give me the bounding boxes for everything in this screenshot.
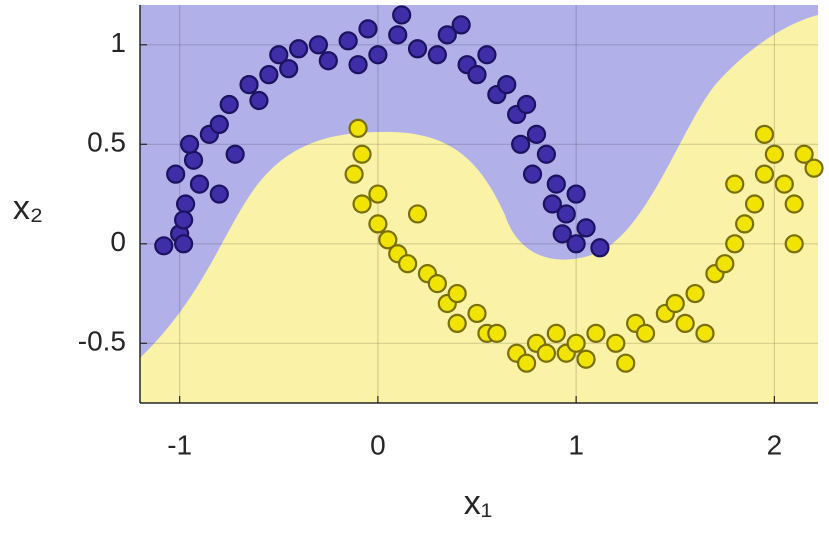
point: [576, 349, 596, 369]
point: [166, 164, 186, 184]
point: [685, 283, 705, 304]
point: [566, 184, 586, 204]
point: [522, 164, 543, 184]
x-tick-label: 0: [370, 429, 386, 460]
point: [451, 15, 471, 35]
point: [209, 184, 229, 204]
point: [606, 333, 626, 353]
point: [744, 194, 765, 214]
point: [635, 323, 656, 343]
point: [552, 224, 572, 244]
point: [566, 234, 586, 254]
point: [511, 134, 531, 154]
point: [437, 25, 457, 45]
point: [536, 343, 557, 363]
point: [536, 144, 557, 164]
x-tick-label: 2: [767, 429, 783, 460]
point: [764, 144, 784, 164]
point: [269, 45, 289, 65]
point: [183, 150, 204, 170]
point: [616, 353, 636, 373]
point: [695, 323, 715, 343]
point: [344, 164, 364, 184]
point: [174, 210, 194, 230]
point: [189, 174, 210, 194]
point: [784, 194, 804, 214]
point: [279, 59, 299, 79]
point: [288, 39, 309, 59]
point: [447, 283, 467, 304]
point: [338, 31, 358, 51]
point: [794, 144, 814, 164]
point: [665, 293, 685, 314]
point: [586, 323, 606, 343]
point: [308, 35, 329, 55]
point: [388, 25, 408, 45]
point: [715, 254, 735, 274]
point: [378, 230, 398, 250]
point: [725, 174, 745, 194]
point: [249, 90, 269, 111]
point: [576, 218, 596, 238]
point: [392, 5, 412, 25]
point: [516, 353, 537, 373]
point: [497, 74, 517, 95]
point: [526, 124, 547, 144]
point: [352, 194, 372, 214]
x-axis-label: x₁: [464, 484, 492, 522]
point: [398, 254, 418, 274]
point: [427, 45, 447, 65]
point: [175, 194, 196, 214]
point: [735, 214, 755, 234]
point: [590, 238, 610, 258]
point: [447, 313, 467, 333]
point: [239, 74, 259, 95]
point: [725, 234, 745, 254]
x-tick-label: -1: [167, 429, 192, 460]
point: [774, 174, 794, 194]
point: [407, 204, 428, 224]
y-axis-label: x₂: [13, 189, 43, 227]
point: [174, 234, 194, 254]
point: [348, 118, 368, 138]
point: [804, 158, 824, 178]
y-tick-label: -0.5: [78, 326, 126, 357]
point: [477, 45, 497, 65]
class-region: [140, 5, 818, 358]
y-tick-label: 0.5: [87, 127, 126, 158]
point: [179, 134, 200, 154]
point: [675, 313, 695, 333]
point: [754, 164, 775, 184]
point: [318, 51, 338, 71]
point: [542, 194, 562, 214]
point: [209, 114, 229, 135]
point: [352, 144, 372, 164]
point: [566, 333, 586, 353]
point: [546, 323, 566, 343]
point: [348, 55, 368, 75]
point: [427, 274, 447, 294]
point: [219, 94, 239, 115]
point: [407, 39, 428, 59]
point: [259, 65, 279, 85]
point: [556, 204, 576, 224]
y-tick-label: 0: [110, 226, 126, 257]
x-tick-label: 1: [568, 429, 584, 460]
point: [784, 234, 804, 254]
point: [368, 214, 388, 234]
point: [467, 303, 487, 324]
point: [546, 174, 566, 194]
point: [754, 124, 775, 144]
point: [368, 184, 388, 204]
point: [487, 323, 507, 343]
point: [154, 236, 174, 256]
point: [516, 94, 537, 115]
point: [225, 144, 245, 164]
point: [358, 19, 378, 39]
y-tick-label: 1: [110, 27, 126, 58]
point: [368, 45, 388, 65]
point: [467, 65, 487, 85]
